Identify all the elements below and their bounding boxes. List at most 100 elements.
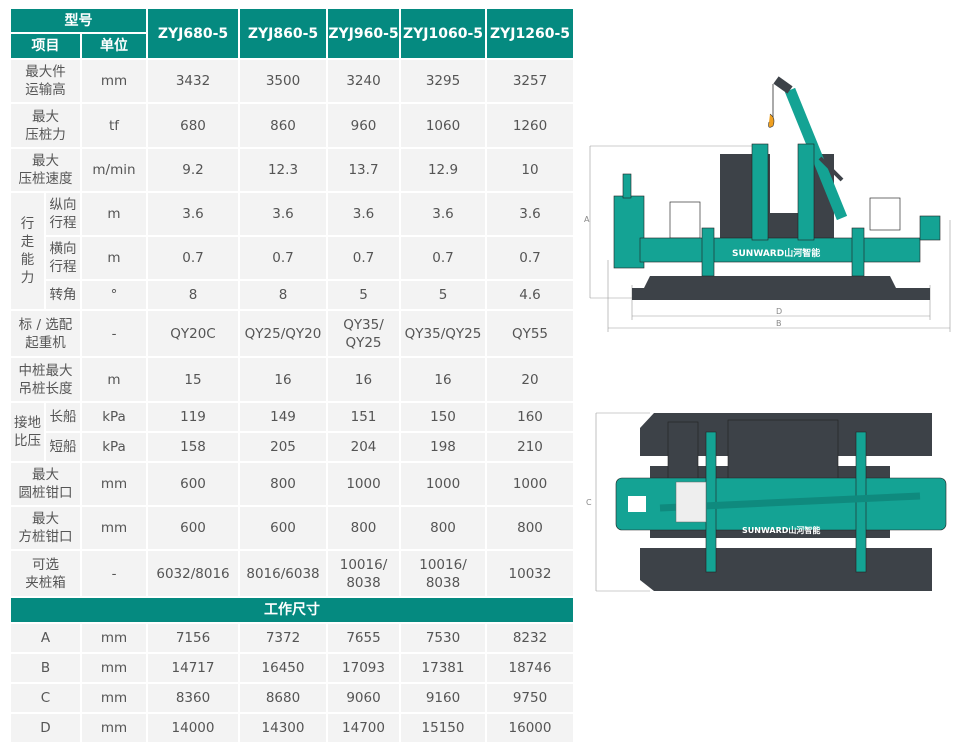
value-cell: 800 [399, 505, 487, 551]
value-cell: 8 [238, 279, 328, 311]
value-cell: 15 [146, 356, 240, 403]
value-cell: 1000 [399, 461, 487, 507]
sub-item-label: 横向 行程 [44, 235, 82, 281]
item-label: 可选 夹桩箱 [9, 549, 82, 598]
value-cell: 158 [146, 431, 240, 463]
value-cell: 9060 [326, 682, 401, 714]
value-cell: 0.7 [485, 235, 575, 281]
value-cell: 16 [399, 356, 487, 403]
brand-logo-top: SUNWARD山河智能 [742, 525, 820, 535]
table-row: 转角 ° 8 8 5 5 4.6 [10, 279, 575, 311]
value-cell: 210 [485, 431, 575, 463]
value-cell: 3.6 [485, 191, 575, 237]
dimension-label: D [9, 712, 82, 744]
sub-item-label: 纵向 行程 [44, 191, 82, 237]
value-cell: 9.2 [146, 147, 240, 193]
value-cell: 151 [326, 401, 401, 433]
unit-cell: - [80, 549, 148, 598]
group-label: 接地 比压 [9, 401, 46, 463]
model-col-header: ZYJ680-5 [146, 7, 240, 60]
value-cell: 18746 [485, 652, 575, 684]
value-cell: 17093 [326, 652, 401, 684]
value-cell: 16000 [485, 712, 575, 744]
value-cell: 14717 [146, 652, 240, 684]
value-cell: 20 [485, 356, 575, 403]
value-cell: 15150 [399, 712, 487, 744]
dim-label-d: D [776, 307, 782, 316]
dim-label-c: C [586, 498, 592, 507]
unit-cell: mm [80, 58, 148, 104]
value-cell: 1060 [399, 102, 487, 149]
value-cell: QY20C [146, 309, 240, 358]
value-cell: 14000 [146, 712, 240, 744]
item-header: 项目 [9, 32, 82, 60]
value-cell: 7655 [326, 622, 401, 654]
value-cell: 149 [238, 401, 328, 433]
value-cell: 119 [146, 401, 240, 433]
value-cell: 680 [146, 102, 240, 149]
value-cell: 160 [485, 401, 575, 433]
value-cell: 3.6 [399, 191, 487, 237]
unit-cell: m [80, 356, 148, 403]
model-col-header: ZYJ1260-5 [485, 7, 575, 60]
value-cell: 0.7 [326, 235, 401, 281]
value-cell: 10016/ 8038 [399, 549, 487, 598]
value-cell: 8232 [485, 622, 575, 654]
value-cell: 4.6 [485, 279, 575, 311]
unit-cell: mm [80, 505, 148, 551]
dimension-label: B [9, 652, 82, 684]
value-cell: 800 [326, 505, 401, 551]
value-cell: 7372 [238, 622, 328, 654]
value-cell: 6032/8016 [146, 549, 240, 598]
item-label: 标 / 选配 起重机 [9, 309, 82, 358]
value-cell: 16450 [238, 652, 328, 684]
unit-cell: ° [80, 279, 148, 311]
value-cell: 8016/6038 [238, 549, 328, 598]
value-cell: 8360 [146, 682, 240, 714]
unit-cell: tf [80, 102, 148, 149]
spec-body: 最大件 运输高 mm 3432 3500 3240 3295 3257 最大 压桩力 tf 680… [9, 58, 575, 744]
value-cell: 17381 [399, 652, 487, 684]
value-cell: 204 [326, 431, 401, 463]
table-row: 最大件 运输高 mm 3432 3500 3240 3295 3257 [9, 58, 575, 104]
value-cell: 3240 [326, 58, 401, 104]
unit-cell: kPa [80, 401, 148, 433]
unit-cell: mm [80, 712, 148, 744]
unit-cell: mm [80, 461, 148, 507]
table-row: 最大 方桩钳口 mm 600 600 800 800 800 [9, 505, 575, 551]
unit-cell: m/min [80, 147, 148, 193]
model-col-header: ZYJ860-5 [238, 7, 328, 60]
table-row: 最大 压桩速度 m/min 9.2 12.3 13.7 12.9 10 [9, 147, 575, 193]
value-cell: 3.6 [326, 191, 401, 237]
item-label: 最大 圆桩钳口 [9, 461, 82, 507]
value-cell: 3500 [238, 58, 328, 104]
value-cell: 3257 [485, 58, 575, 104]
dim-label-b: B [776, 319, 782, 328]
value-cell: 12.9 [399, 147, 487, 193]
value-cell: 600 [146, 505, 240, 551]
value-cell: 198 [399, 431, 487, 463]
value-cell: 3432 [146, 58, 240, 104]
table-row: 横向 行程 m 0.7 0.7 0.7 0.7 0.7 [10, 235, 575, 281]
table-row: 短船 kPa 158 205 204 198 210 [10, 431, 575, 463]
value-cell: 0.7 [146, 235, 240, 281]
value-cell: QY35/QY25 [399, 309, 487, 358]
value-cell: 1000 [326, 461, 401, 507]
value-cell: 12.3 [238, 147, 328, 193]
sub-item-label: 转角 [44, 279, 82, 311]
table-row: 最大 压桩力 tf 680 860 960 1060 1260 [9, 102, 575, 149]
value-cell: 150 [399, 401, 487, 433]
sub-item-label: 短船 [44, 431, 82, 463]
value-cell: 3.6 [238, 191, 328, 237]
item-label: 最大 压桩速度 [9, 147, 82, 193]
spec-table: 型号 ZYJ680-5 ZYJ860-5 ZYJ960-5 ZYJ1060-5 … [9, 7, 575, 744]
table-row: 标 / 选配 起重机 - QY20C QY25/QY20 QY35/ QY25 QY35/… [9, 309, 575, 358]
unit-cell: m [80, 235, 148, 281]
value-cell: 600 [146, 461, 240, 507]
value-cell: 0.7 [238, 235, 328, 281]
item-label: 中桩最大 吊桩长度 [9, 356, 82, 403]
unit-cell: mm [80, 682, 148, 714]
